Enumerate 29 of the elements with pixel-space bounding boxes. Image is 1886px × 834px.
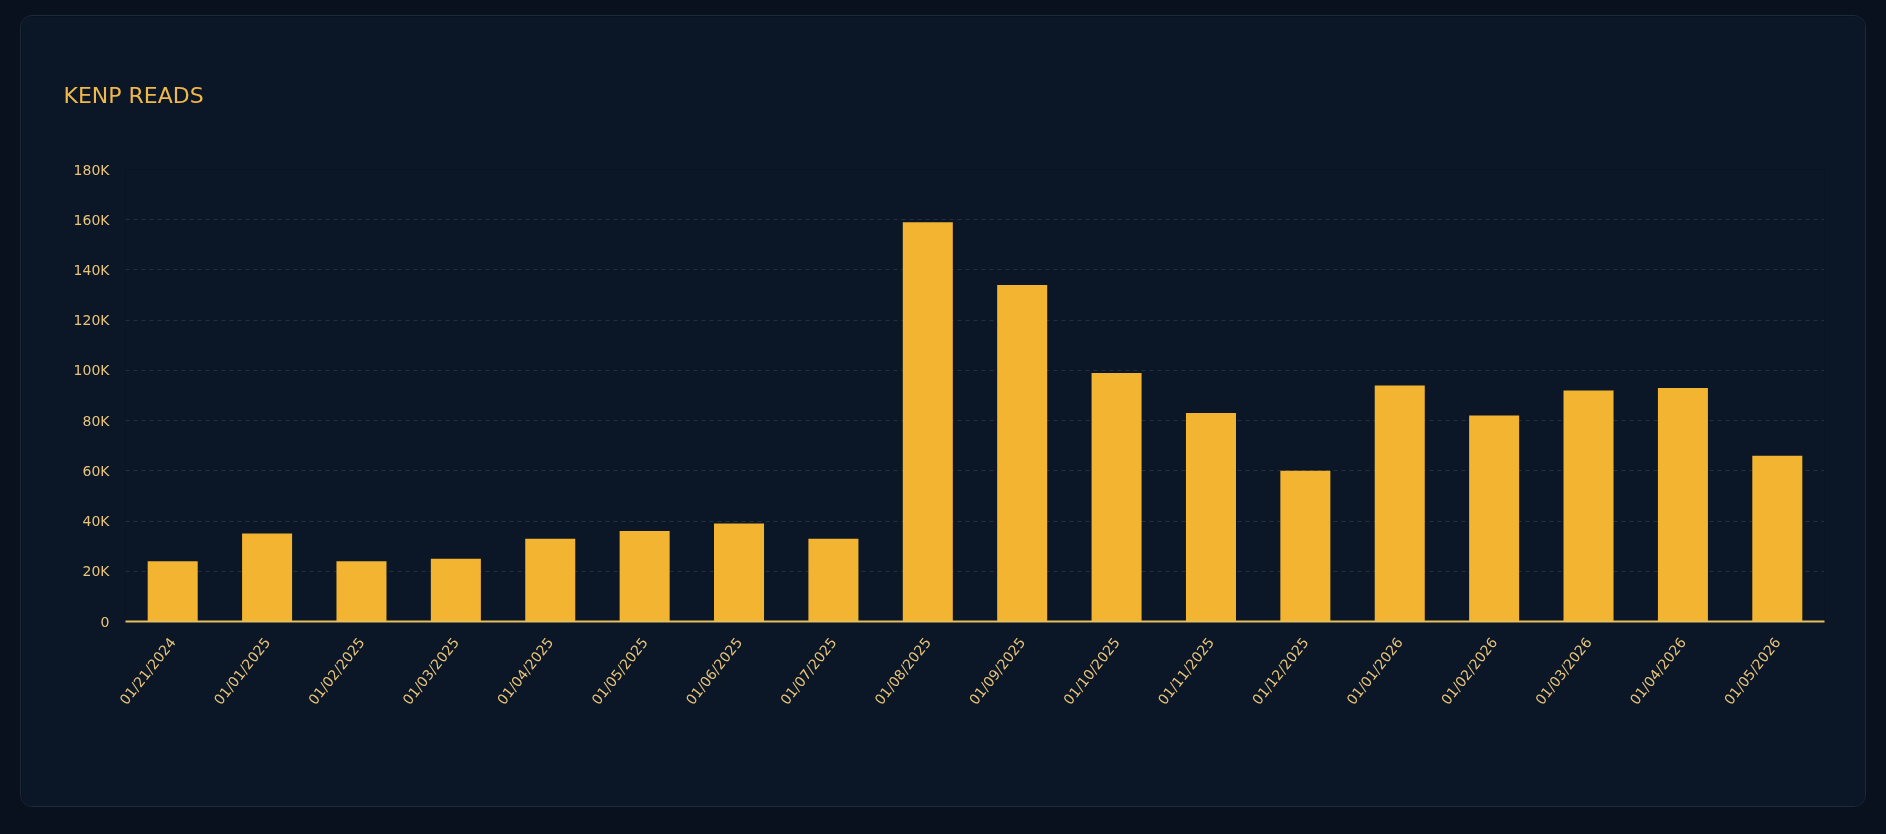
bar [1185, 413, 1236, 622]
bar [147, 561, 198, 622]
bar [1091, 372, 1142, 622]
chart-title: KENP READS [63, 82, 204, 108]
bar [1280, 470, 1331, 622]
bar [1752, 455, 1803, 622]
bar [525, 538, 576, 622]
bar [1657, 387, 1708, 622]
y-tick-label: 140K [73, 261, 111, 278]
bar [714, 523, 765, 622]
bar [997, 285, 1048, 622]
y-tick-label: 180K [73, 161, 111, 178]
y-tick-label: 100K [73, 362, 111, 379]
bar [808, 538, 859, 622]
bar [619, 531, 670, 622]
bar [1563, 390, 1614, 622]
y-tick-label: 40K [82, 513, 111, 530]
bar [902, 222, 953, 622]
bar [242, 533, 293, 622]
bar [1374, 385, 1425, 622]
y-tick-label: 20K [82, 563, 111, 580]
y-tick-label: 120K [73, 312, 111, 329]
bar [1469, 415, 1520, 622]
bar [336, 561, 387, 622]
y-tick-label: 60K [82, 462, 111, 479]
y-tick-label: 160K [73, 211, 111, 228]
y-tick-label: 0 [100, 613, 110, 630]
y-tick-label: 80K [82, 412, 111, 429]
bar [430, 558, 481, 622]
